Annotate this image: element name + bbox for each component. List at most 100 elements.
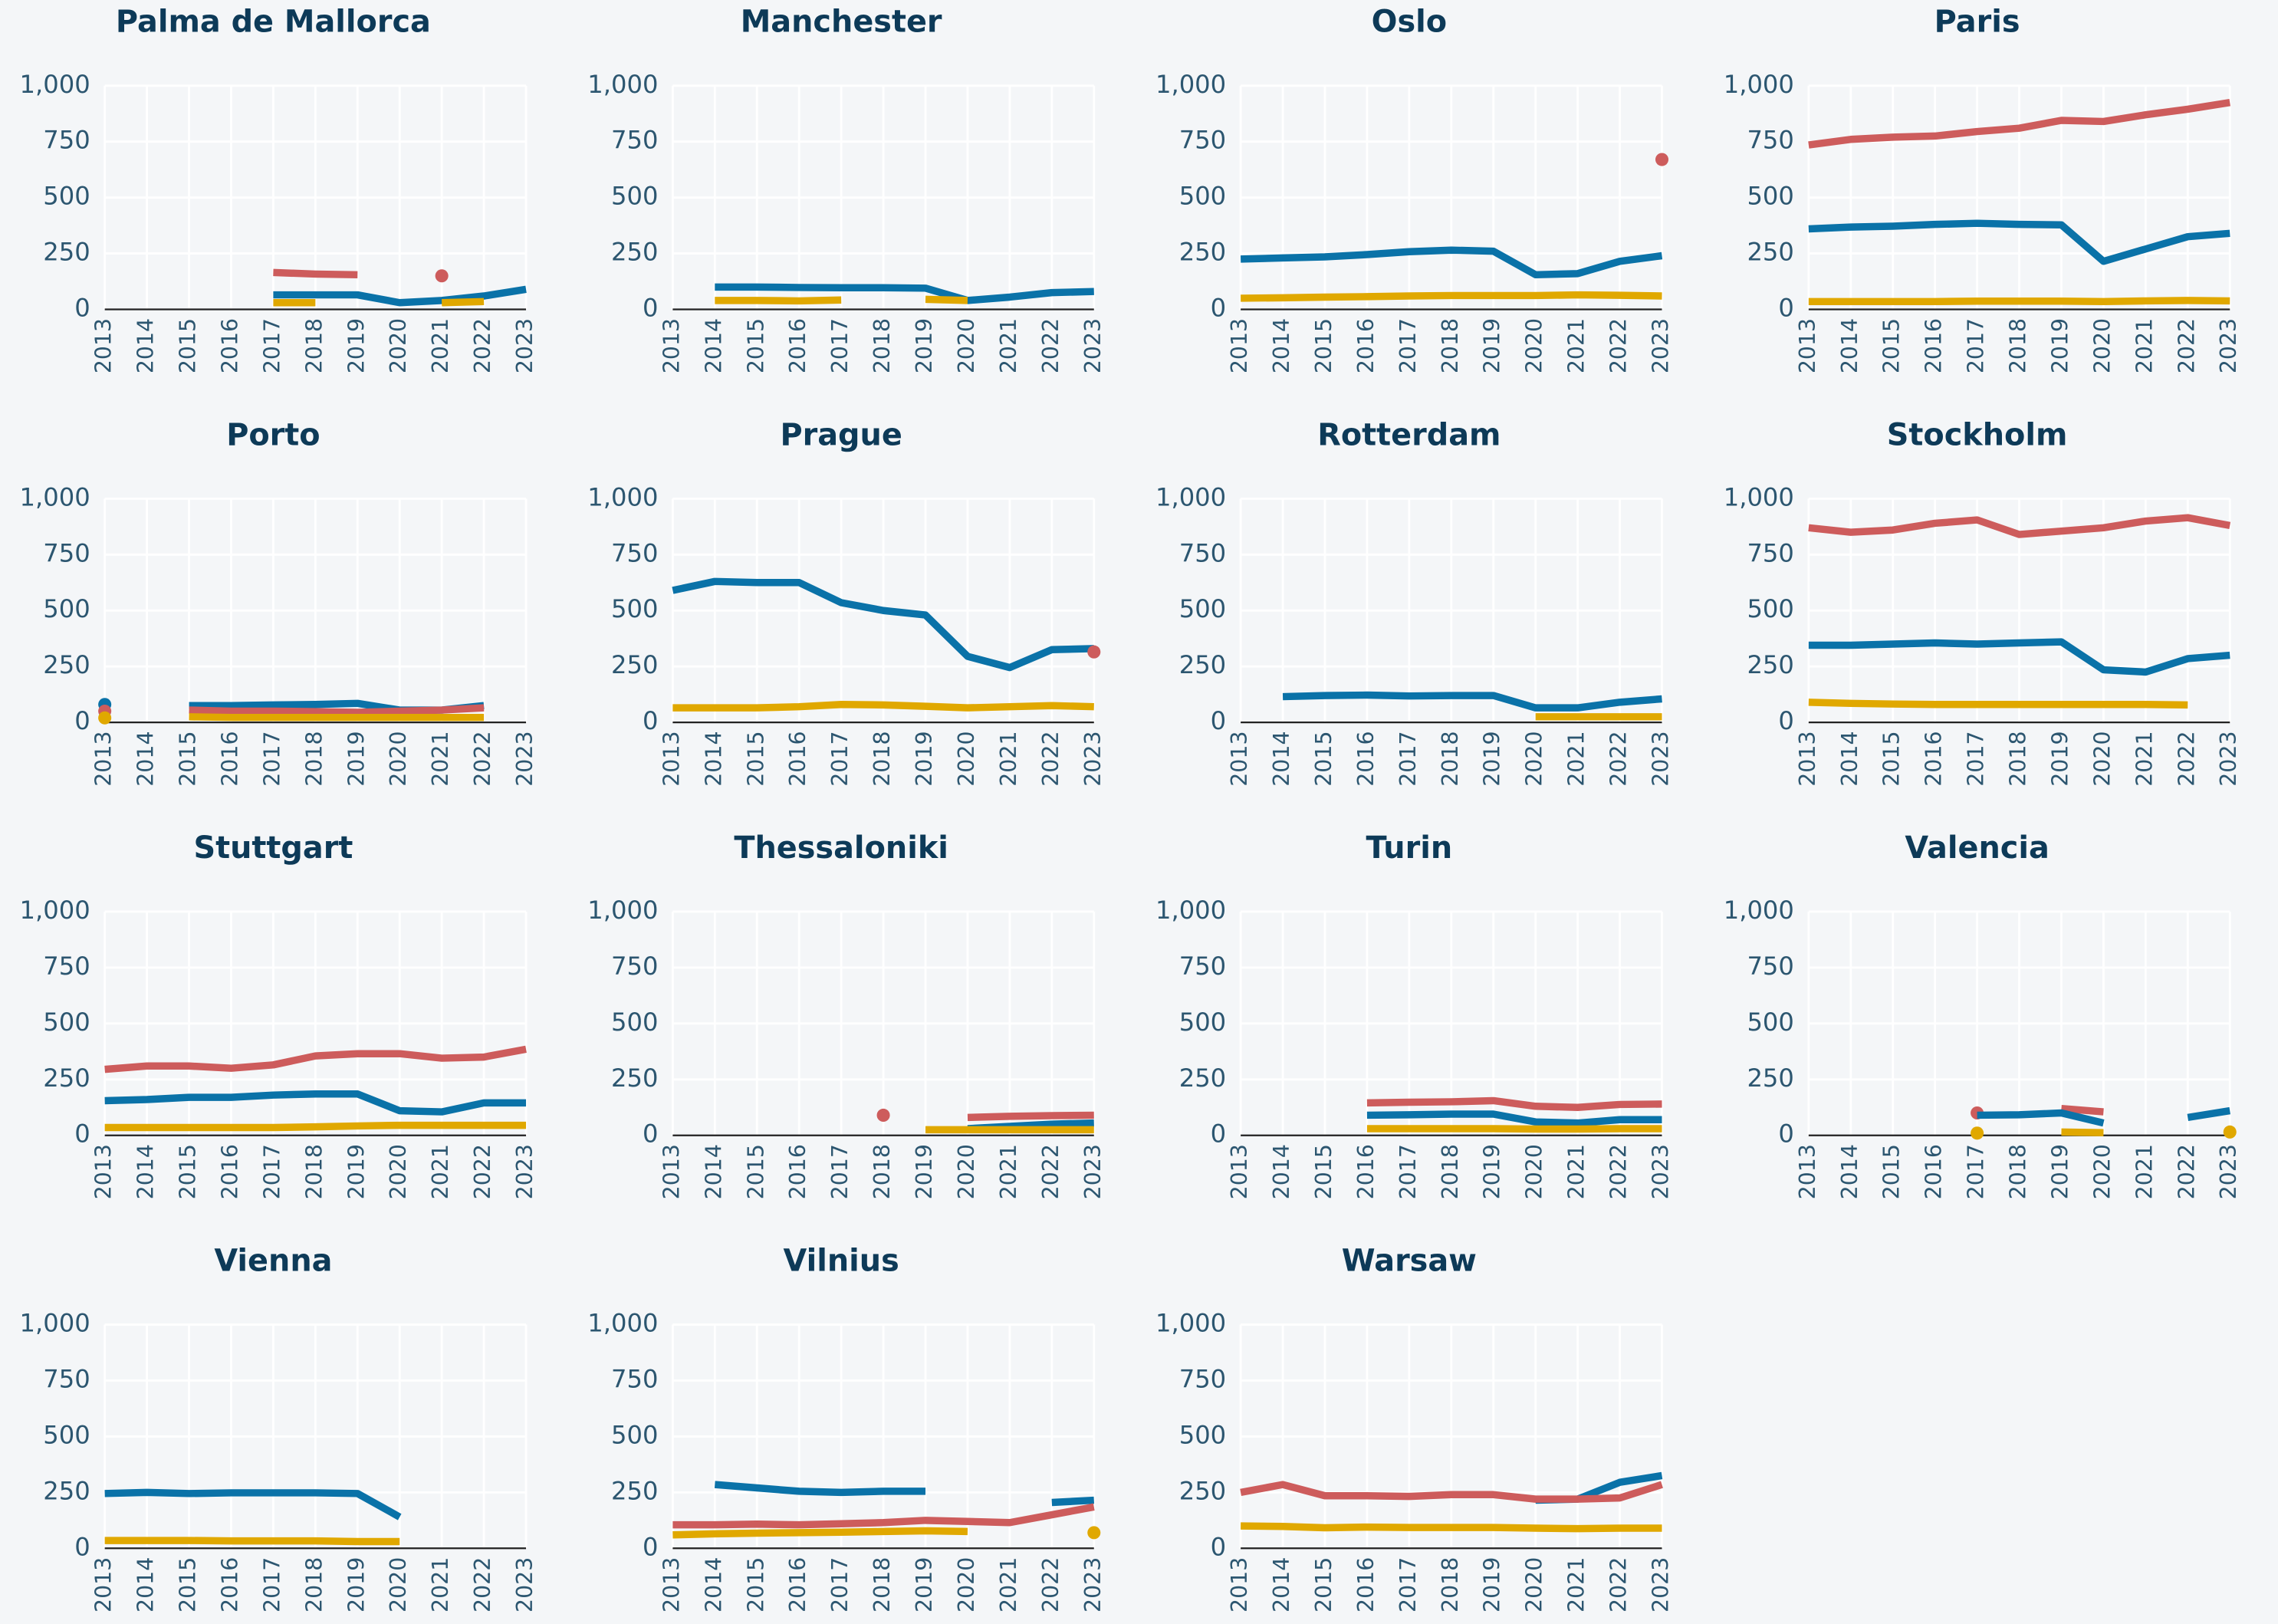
series-line <box>189 704 485 716</box>
data-point <box>1087 645 1101 659</box>
x-tick-label: 2013 <box>1227 731 1252 786</box>
x-tick-label: 2014 <box>701 1557 726 1612</box>
x-tick-label: 2015 <box>176 1144 201 1199</box>
x-tick-label: 2017 <box>259 1144 284 1199</box>
x-tick-label: 2013 <box>91 731 117 786</box>
x-tick-label: 2021 <box>996 318 1021 373</box>
x-tick-label: 2016 <box>1921 1144 1947 1199</box>
x-tick-label: 2015 <box>176 1557 201 1612</box>
x-tick-label: 2019 <box>1480 1557 1505 1612</box>
data-point <box>1087 1526 1101 1540</box>
panel-title: Valencia <box>1905 830 2049 866</box>
series-line <box>1808 514 2231 538</box>
y-tick-label: 1,000 <box>587 896 658 925</box>
y-tick-label: 0 <box>1778 1119 1793 1149</box>
x-tick-label: 2022 <box>1038 1144 1063 1199</box>
x-tick-label: 2015 <box>743 318 768 373</box>
x-tick-label: 2021 <box>428 1557 453 1612</box>
panel: Turin 2013 2014 2015 2016 2017 2018 2019 2020 202… <box>1155 830 1673 1200</box>
x-tick-label: 2020 <box>386 318 411 373</box>
x-tick-label: 2013 <box>1227 1144 1252 1199</box>
x-tick-label: 2018 <box>2006 731 2031 786</box>
x-tick-label: 2020 <box>386 1557 411 1612</box>
y-tick-label: 1,000 <box>20 482 90 511</box>
series-line <box>273 285 527 307</box>
x-tick-label: 2019 <box>912 1144 937 1199</box>
panel-title: Paris <box>1934 5 2020 40</box>
x-tick-label: 2016 <box>217 1144 242 1199</box>
x-tick-label: 2018 <box>869 1557 895 1612</box>
y-tick-label: 1,000 <box>20 896 90 925</box>
data-point <box>98 711 112 725</box>
y-tick-label: 0 <box>643 294 658 323</box>
x-tick-label: 2014 <box>701 1144 726 1199</box>
y-tick-label: 0 <box>1211 1119 1226 1149</box>
series-line <box>672 1527 968 1539</box>
x-tick-label: 2018 <box>301 731 327 786</box>
x-tick-label: 2014 <box>1837 1144 1862 1199</box>
y-tick-label: 1,000 <box>1155 896 1226 925</box>
x-tick-label: 2023 <box>1649 318 1674 373</box>
y-tick-label: 250 <box>43 1063 90 1093</box>
panel: Vienna 2013 2014 2015 2016 2017 2018 2019 2020 20… <box>20 1243 537 1612</box>
x-tick-label: 2013 <box>659 1557 684 1612</box>
series-line <box>2061 1128 2104 1136</box>
x-tick-label: 2022 <box>1606 1557 1632 1612</box>
x-tick-label: 2019 <box>2047 318 2073 373</box>
series-line <box>1366 1096 1662 1111</box>
y-tick-label: 1,000 <box>1724 70 1794 99</box>
series-line <box>672 1503 1095 1529</box>
x-tick-label: 2018 <box>2006 1144 2031 1199</box>
x-tick-label: 2020 <box>1522 1557 1547 1612</box>
panel: Valencia 2013 2014 2015 2016 2017 2018 2019 2020… <box>1724 830 2241 1200</box>
panel: Stuttgart 2013 2014 2015 2016 2017 2018 2019 202… <box>20 830 537 1200</box>
y-tick-label: 0 <box>74 1532 90 1561</box>
panel-title: Porto <box>226 417 320 452</box>
data-point <box>1655 153 1669 166</box>
x-tick-label: 2018 <box>869 1144 895 1199</box>
y-tick-label: 1,000 <box>1155 70 1226 99</box>
x-tick-label: 2013 <box>659 318 684 373</box>
x-tick-label: 2015 <box>1311 318 1336 373</box>
x-tick-label: 2022 <box>1038 1557 1063 1612</box>
x-tick-label: 2015 <box>1879 1144 1905 1199</box>
x-tick-label: 2017 <box>827 318 853 373</box>
panel: Prague 2013 2014 2015 2016 2017 2018 2019 2020 20… <box>587 417 1105 787</box>
y-tick-label: 250 <box>1747 1063 1793 1093</box>
x-tick-label: 2017 <box>259 318 284 373</box>
y-tick-label: 500 <box>611 1008 658 1037</box>
x-tick-label: 2019 <box>1480 318 1505 373</box>
x-tick-label: 2013 <box>659 1144 684 1199</box>
panel: Oslo 2013 2014 2015 2016 2017 2018 2019 2020 2021… <box>1155 5 1673 374</box>
series-line <box>1977 1106 2230 1127</box>
panel-title: Stockholm <box>1887 417 2068 452</box>
x-tick-label: 2020 <box>954 318 979 373</box>
y-tick-label: 500 <box>43 182 90 211</box>
panel-title: Prague <box>780 417 902 452</box>
series-line <box>1808 638 2230 676</box>
x-tick-label: 2020 <box>1522 1144 1547 1199</box>
y-tick-label: 750 <box>1179 538 1226 567</box>
x-tick-label: 2016 <box>1353 318 1379 373</box>
x-tick-label: 2022 <box>470 1557 495 1612</box>
x-tick-label: 2013 <box>1795 731 1820 786</box>
x-tick-label: 2021 <box>996 1144 1021 1199</box>
x-tick-label: 2019 <box>344 318 369 373</box>
x-tick-label: 2019 <box>344 1557 369 1612</box>
series-line <box>714 1481 1095 1507</box>
x-tick-label: 2016 <box>785 1144 810 1199</box>
x-tick-label: 2016 <box>785 318 810 373</box>
y-tick-label: 0 <box>1211 706 1226 735</box>
y-tick-label: 500 <box>611 182 658 211</box>
x-tick-label: 2021 <box>2132 318 2157 373</box>
x-tick-label: 2017 <box>1395 1557 1421 1612</box>
x-tick-label: 2017 <box>827 1557 853 1612</box>
y-tick-label: 500 <box>1179 1008 1226 1037</box>
x-tick-label: 2017 <box>827 1144 853 1199</box>
series-line <box>1366 1110 1662 1127</box>
panel: Rotterdam 2013 2014 2015 2016 2017 2018 2019 202… <box>1155 417 1673 787</box>
x-tick-label: 2020 <box>954 1144 979 1199</box>
x-tick-label: 2015 <box>1879 318 1905 373</box>
y-tick-label: 0 <box>643 1532 658 1561</box>
